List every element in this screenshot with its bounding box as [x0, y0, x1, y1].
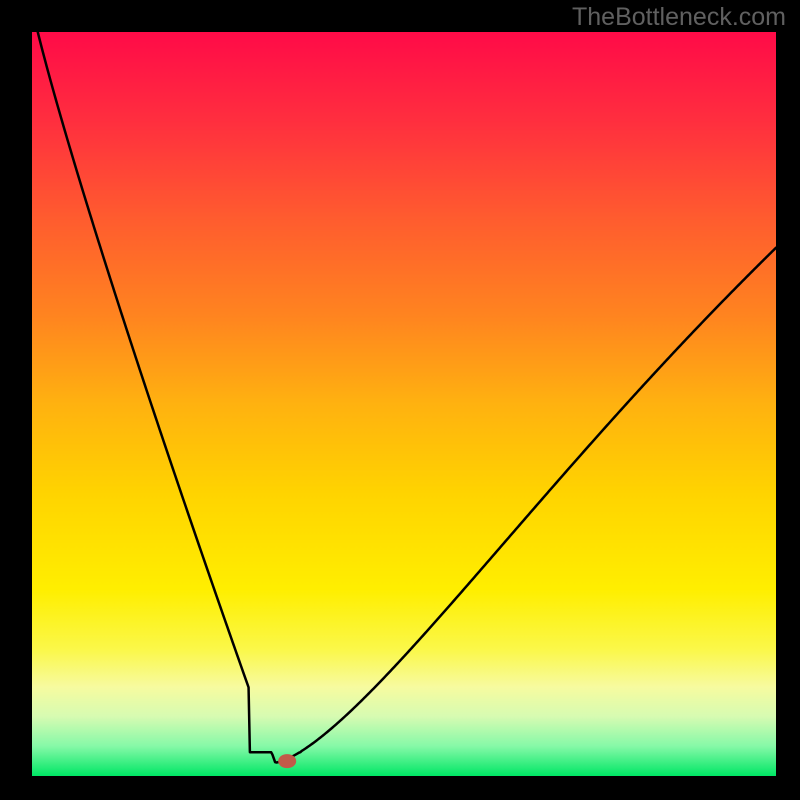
- frame-bottom: [0, 776, 800, 800]
- minimum-marker: [278, 754, 296, 768]
- frame-right: [776, 0, 800, 800]
- curve-layer: [32, 32, 776, 776]
- plot-area: [32, 32, 776, 776]
- bottleneck-curve: [32, 32, 776, 762]
- watermark-text: TheBottleneck.com: [572, 3, 786, 32]
- frame-left: [0, 0, 32, 800]
